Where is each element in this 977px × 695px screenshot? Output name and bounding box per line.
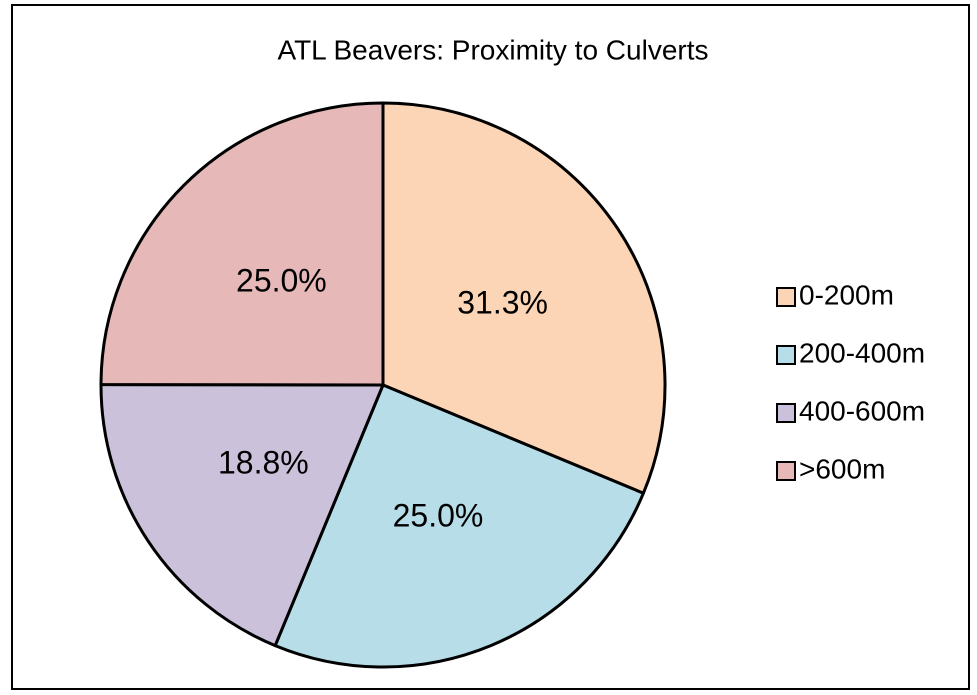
legend-label: 0-200m xyxy=(799,279,894,310)
legend-label: 400-600m xyxy=(799,395,925,426)
data-label: 18.8% xyxy=(218,444,309,480)
data-label: 25.0% xyxy=(393,497,484,533)
legend-swatch xyxy=(776,287,796,307)
legend-swatch xyxy=(776,403,796,423)
pie-slice xyxy=(273,383,645,669)
legend-label: 200-400m xyxy=(799,337,925,368)
pie-slice xyxy=(99,101,385,387)
pie-slice xyxy=(99,383,385,648)
pie-slice xyxy=(381,101,667,495)
data-label: 31.3% xyxy=(457,285,548,321)
data-label: 25.0% xyxy=(236,263,327,299)
legend-swatch xyxy=(776,345,796,365)
legend-swatch xyxy=(776,461,796,481)
legend-label: >600m xyxy=(799,453,885,484)
chart-title: ATL Beavers: Proximity to Culverts xyxy=(277,34,708,65)
